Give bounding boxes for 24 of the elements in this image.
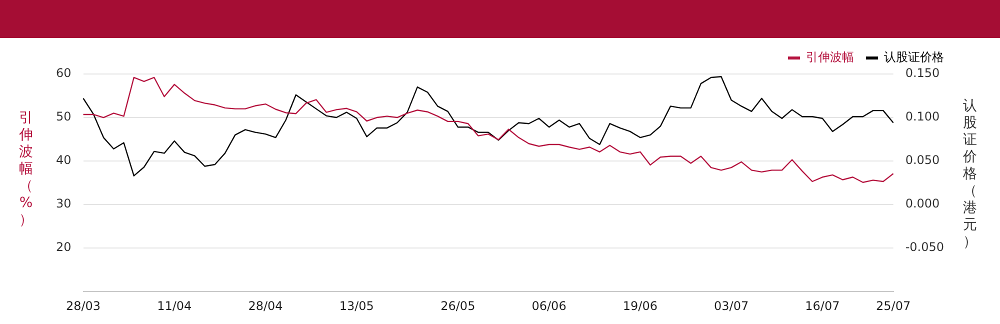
y2-tick-label: 0.000 bbox=[905, 196, 940, 211]
y2-tick-label: 0.100 bbox=[905, 110, 940, 124]
y-tick-label: 40 bbox=[56, 153, 72, 168]
x-tick-label: 26/05 bbox=[440, 298, 476, 313]
y-tick-label: 60 bbox=[56, 66, 72, 80]
x-tick-label: 06/06 bbox=[532, 298, 566, 313]
y-tick-label: 20 bbox=[56, 240, 72, 254]
y2-tick-label: 0.050 bbox=[905, 153, 940, 168]
x-tick-label: 25/07 bbox=[876, 298, 911, 313]
x-tick-label: 16/07 bbox=[805, 298, 840, 313]
x-tick-label: 03/07 bbox=[714, 298, 749, 313]
legend-label: 引伸波幅 bbox=[806, 50, 854, 64]
text: 认股证价格（港元） bbox=[963, 98, 977, 250]
x-tick-label: 11/04 bbox=[157, 298, 192, 313]
y2-tick-label: -0.050 bbox=[905, 240, 944, 254]
y-tick-label: 30 bbox=[56, 196, 72, 211]
x-tick-label: 19/06 bbox=[622, 298, 658, 313]
legend-label: 认股证价格 bbox=[884, 50, 944, 64]
x-tick-label: 28/03 bbox=[66, 298, 101, 313]
x-tick-label: 28/04 bbox=[248, 298, 283, 313]
x-tick-label: 13/05 bbox=[339, 298, 374, 313]
y-axis-title: 引伸波幅（%） bbox=[18, 110, 34, 229]
y2-tick-label: 0.150 bbox=[905, 66, 940, 80]
y-tick-label: 50 bbox=[56, 110, 72, 124]
